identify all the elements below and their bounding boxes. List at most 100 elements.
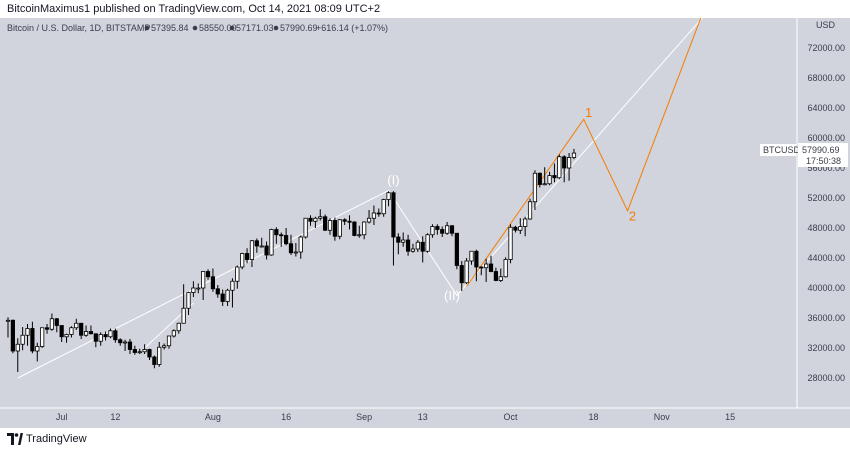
price-tick-label: 68000.00 [807, 73, 845, 83]
candle [396, 233, 401, 255]
close-dot-icon [273, 25, 279, 31]
candle [10, 319, 15, 354]
candle [176, 322, 181, 334]
candle [181, 284, 186, 324]
candle-body-up [49, 318, 55, 330]
candle-body-down [205, 271, 211, 278]
tradingview-logo-icon[interactable] [7, 433, 23, 445]
candle-body-down [449, 225, 455, 234]
candle [503, 257, 508, 278]
high-dot-icon [192, 25, 198, 31]
footer-brand[interactable]: TradingView [26, 433, 87, 445]
candle-body-up [362, 221, 367, 236]
last-price-tag: BTCUSD 57990.69 17:50:38 [760, 143, 848, 167]
candle [49, 313, 55, 331]
candle-body-up [74, 322, 79, 329]
candle-body-down [537, 172, 542, 185]
open-value: 57395.84 [151, 23, 189, 33]
candle [259, 237, 264, 248]
candle-body-up [313, 217, 318, 222]
candle [352, 221, 357, 237]
last-price: 57990.69 [802, 145, 840, 155]
candle [493, 267, 498, 282]
candle [562, 155, 567, 183]
candle-body-down [479, 266, 484, 269]
candle-body-up [249, 240, 255, 260]
candle-body-down [308, 217, 313, 222]
candle-body-down [391, 192, 396, 238]
price-tick-label: 40000.00 [807, 283, 845, 293]
footer: TradingView [0, 428, 850, 450]
candle-body-down [279, 234, 284, 237]
candle-body-up [191, 287, 196, 293]
candle [205, 269, 211, 280]
candle [415, 240, 420, 252]
candle-body-down [44, 327, 50, 330]
candle-body-up [122, 341, 128, 344]
candle-body-up [181, 307, 186, 324]
candle-body-down [513, 226, 518, 231]
candle [362, 221, 367, 240]
wave-label: 1 [585, 105, 592, 120]
symbol-tag-bg [760, 144, 796, 156]
price-axis[interactable]: USD 28000.00 32000.00 36000.00 40000.00 4400… [807, 20, 845, 383]
candle [108, 328, 113, 339]
candle [435, 224, 440, 235]
candle-body-down [215, 288, 220, 295]
time-axis[interactable]: Jul 12 Aug 16 Sep 13 Oct 18 Nov 15 [56, 412, 735, 422]
candle-body-up [298, 236, 303, 253]
candle [196, 283, 201, 294]
candle [235, 265, 240, 289]
candle-body-down [113, 330, 118, 341]
candle [542, 167, 547, 186]
candle-body-up [518, 226, 523, 231]
candle [171, 329, 176, 338]
candle-body-up [5, 319, 11, 322]
candle [357, 225, 362, 238]
plot-background [0, 18, 797, 428]
candle-body-up [142, 349, 147, 353]
candle-body-down [284, 235, 289, 245]
candle-body-up [542, 183, 547, 186]
candle-body-up [64, 334, 69, 338]
candle-body-up [35, 346, 40, 352]
candle-body-up [381, 199, 386, 215]
price-axis-background [797, 18, 850, 428]
candle-body-down [10, 319, 15, 352]
candle-body-down [79, 322, 84, 336]
candle [484, 258, 489, 282]
candle-body-up [337, 219, 342, 237]
candle-body-up [137, 351, 142, 354]
candle-body-up [318, 216, 323, 219]
candle-body-down [440, 229, 445, 234]
candle [20, 327, 25, 351]
candle-body-down [352, 221, 357, 236]
candle-body-up [176, 322, 181, 332]
candle-body-up [430, 226, 435, 236]
candle [547, 171, 552, 186]
chart-area[interactable]: (I)(II)12 USD 28000.0032000.0036000.0040… [0, 18, 850, 428]
candle [40, 327, 45, 348]
low-value: 57171.03 [236, 23, 274, 33]
candle-body-down [376, 212, 381, 215]
price-tag-bg [798, 143, 848, 167]
candle-body-down [396, 236, 401, 243]
candle [157, 342, 162, 367]
candle [74, 318, 79, 330]
candle-body-up [20, 334, 25, 345]
candle-body-down [454, 232, 459, 266]
price-tick-label: 60000.00 [807, 133, 845, 143]
candle-body-down [127, 341, 133, 350]
candle [225, 288, 230, 306]
high-value: 58550.00 [199, 23, 237, 33]
candle-body-up [157, 346, 162, 365]
candle-body-up [386, 192, 391, 200]
candle [440, 226, 445, 237]
candle-body-up [40, 327, 45, 347]
candle [527, 198, 533, 220]
candle [83, 325, 89, 337]
candles [5, 148, 577, 372]
candle [166, 335, 172, 349]
candle-body-up [196, 287, 201, 290]
candle-body-up [527, 201, 533, 220]
